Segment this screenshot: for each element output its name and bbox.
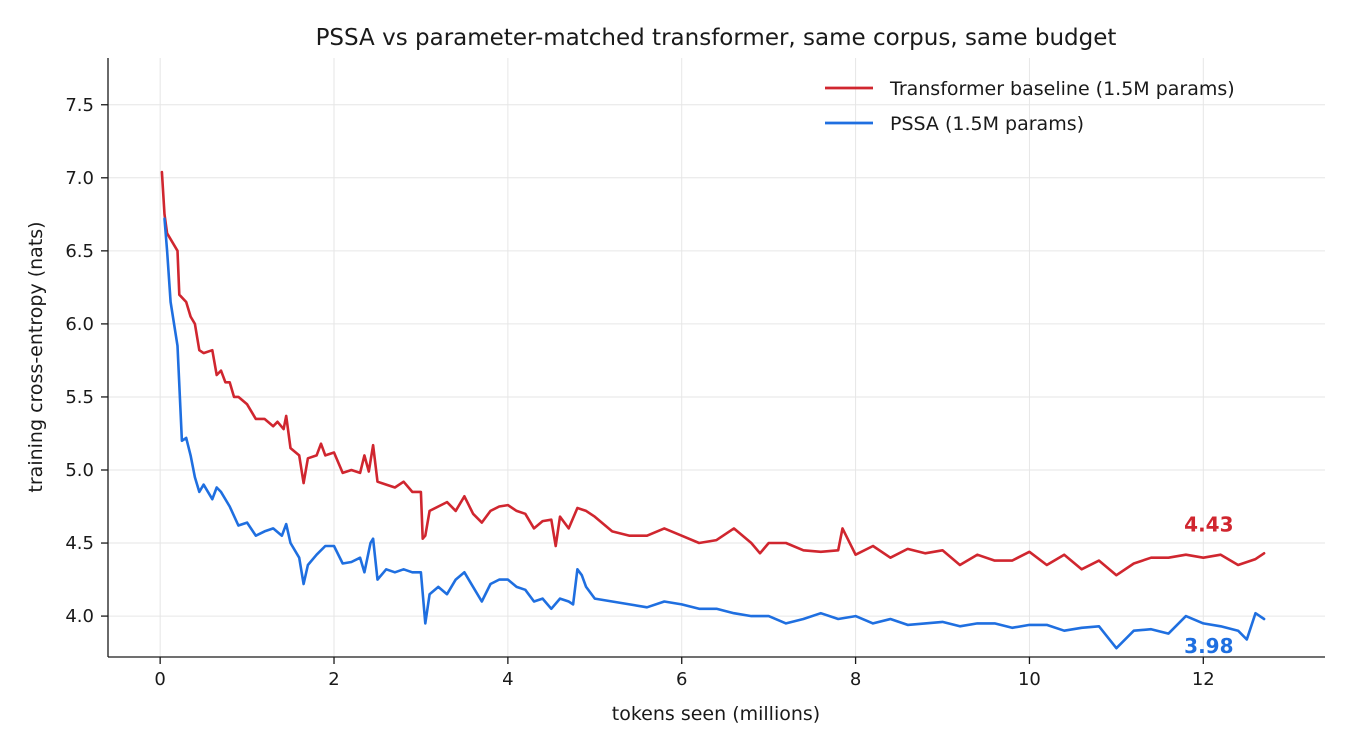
grid: [108, 58, 1325, 657]
x-tick-label: 6: [676, 669, 687, 690]
y-tick-label: 6.5: [65, 241, 94, 262]
legend-label-transformer: Transformer baseline (1.5M params): [889, 78, 1235, 100]
x-tick-label: 0: [154, 669, 165, 690]
y-tick-label: 4.0: [65, 606, 94, 627]
x-tick-label: 4: [502, 669, 513, 690]
y-tick-label: 4.5: [65, 533, 94, 554]
axes: [107, 58, 1325, 658]
y-tick-label: 5.5: [65, 387, 94, 408]
series-line-transformer: [160, 170, 1266, 577]
y-tick-label: 7.5: [65, 95, 94, 116]
x-axis-label: tokens seen (millions): [612, 703, 820, 725]
x-tick-label: 2: [328, 669, 339, 690]
y-tick-label: 5.0: [65, 460, 94, 481]
ticks: 0 2 4 6 8 10 12 4.0 4.5 5.0 5.5 6.0 6.5 7.0 7.5: [65, 95, 1214, 690]
x-tick-label: 8: [850, 669, 861, 690]
series-line-pssa: [163, 217, 1266, 650]
y-tick-label: 7.0: [65, 168, 94, 189]
legend: Transformer baseline (1.5M params) PSSA …: [825, 78, 1235, 135]
y-axis-label: training cross-entropy (nats): [25, 221, 47, 492]
legend-label-pssa: PSSA (1.5M params): [890, 113, 1084, 135]
y-tick-label: 6.0: [65, 314, 94, 335]
x-tick-label: 12: [1192, 669, 1215, 690]
end-labels: 4.43 3.98: [1184, 512, 1233, 658]
end-value-label-transformer: 4.43: [1184, 512, 1233, 536]
end-value-label-pssa: 3.98: [1184, 634, 1233, 658]
x-tick-label: 10: [1018, 669, 1041, 690]
chart-title: PSSA vs parameter-matched transformer, s…: [316, 25, 1117, 51]
series-layer: [160, 170, 1266, 650]
